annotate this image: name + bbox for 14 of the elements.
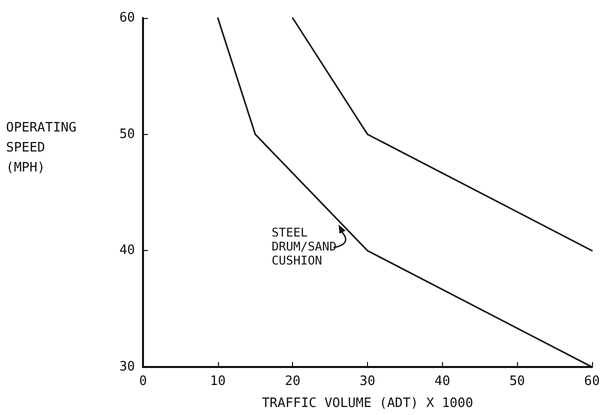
y-tick-label: 40 [119, 243, 135, 258]
x-tick-label: 30 [360, 374, 376, 389]
x-tick-label: 40 [434, 374, 450, 389]
x-tick-label: 0 [139, 374, 147, 389]
y-tick-label: 60 [119, 10, 135, 26]
x-tick-label: 20 [284, 374, 300, 389]
y-tick-label: 50 [119, 126, 135, 142]
y-tick-label: 30 [119, 360, 135, 374]
x-tick-label: 10 [210, 374, 226, 389]
y-axis-title: OPERATING SPEED (MPH) [6, 120, 77, 176]
annotation: STEEL DRUM/SAND CUSHION [272, 226, 337, 268]
x-tick-label: 50 [509, 374, 525, 389]
x-tick-label: 60 [584, 374, 600, 389]
x-axis-title: TRAFFIC VOLUME (ADT) X 1000 [262, 396, 474, 411]
